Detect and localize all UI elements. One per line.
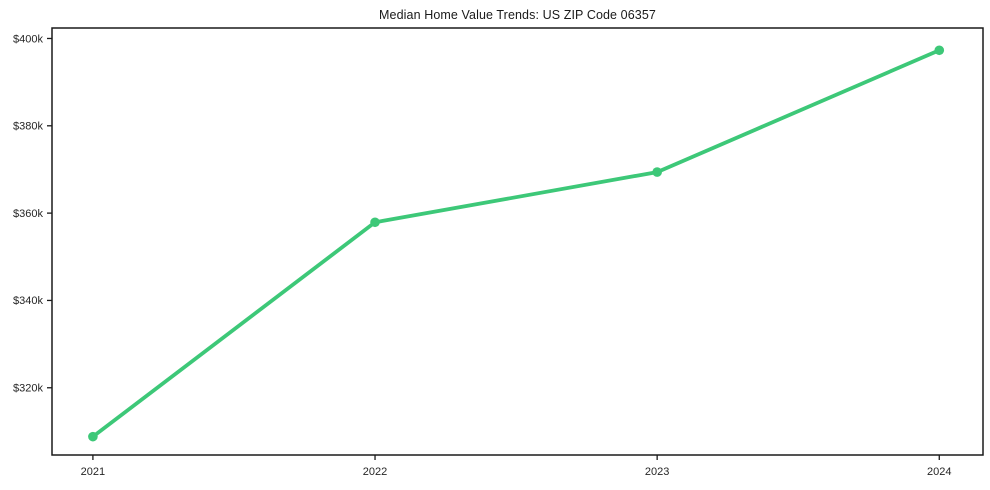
data-point-marker bbox=[652, 167, 662, 177]
data-point-marker bbox=[370, 217, 380, 228]
chart-title: Median Home Value Trends: US ZIP Code 06… bbox=[379, 8, 656, 22]
y-tick-label: $380k bbox=[13, 121, 43, 133]
data-point-marker bbox=[88, 431, 98, 442]
x-tick-label: 2021 bbox=[81, 466, 105, 478]
y-tick-label: $320k bbox=[13, 383, 43, 395]
x-tick-label: 2023 bbox=[645, 466, 669, 478]
plot-border bbox=[51, 27, 984, 456]
y-tick-label: $340k bbox=[13, 295, 43, 307]
x-tick-label: 2022 bbox=[363, 466, 387, 478]
trend-line bbox=[91, 48, 942, 439]
x-tick-label: 2024 bbox=[927, 466, 951, 478]
data-point-marker bbox=[934, 45, 945, 56]
y-tick-label: $400k bbox=[13, 33, 43, 45]
y-tick-label: $360k bbox=[13, 208, 43, 220]
